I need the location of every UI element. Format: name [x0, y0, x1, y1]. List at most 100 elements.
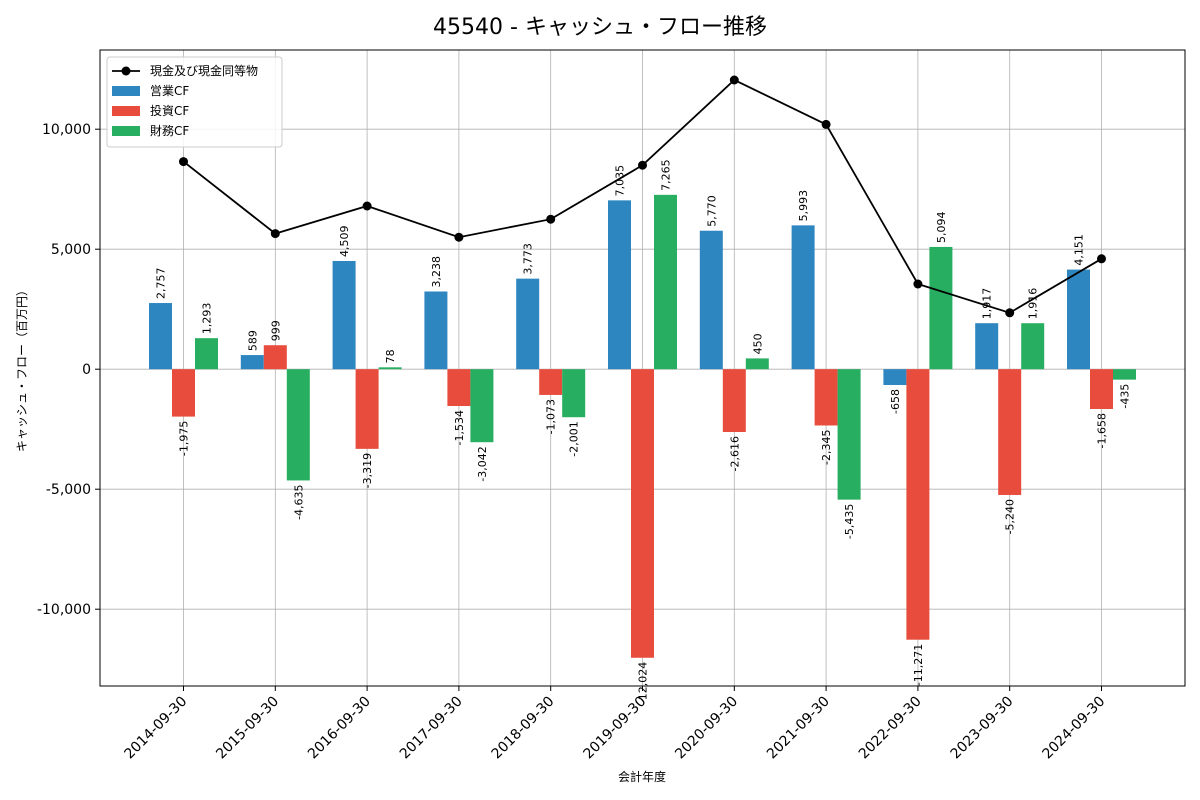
bar-value-label: 1,293	[201, 303, 214, 335]
bar	[608, 200, 631, 370]
bar	[699, 230, 723, 370]
legend-swatch	[112, 86, 140, 96]
bar-value-label: -1,975	[178, 421, 191, 456]
bar-value-label: 1,917	[981, 288, 994, 320]
x-tick-label: 2018-09-30	[489, 694, 558, 763]
bar	[837, 369, 861, 500]
bar	[929, 246, 953, 370]
bar	[562, 369, 586, 418]
x-tick-label: 2019-09-30	[580, 694, 649, 763]
cash-point	[729, 75, 739, 85]
bar	[631, 369, 654, 658]
cash-point	[270, 229, 280, 239]
y-tick-label: 5,000	[51, 242, 91, 258]
cash-point	[1005, 308, 1015, 318]
bar-value-label: 7,035	[614, 165, 627, 197]
x-tick-label: 2015-09-30	[213, 694, 282, 763]
bar-value-label: -5,435	[843, 504, 856, 539]
bar	[654, 194, 677, 370]
bar	[975, 323, 999, 370]
bar-value-label: 4,151	[1073, 234, 1086, 266]
bar-value-label: 5,094	[935, 211, 948, 243]
legend-marker	[121, 66, 131, 76]
bar-value-label: -1,534	[453, 410, 466, 445]
bar	[745, 358, 769, 370]
bar	[447, 369, 471, 407]
bar	[378, 367, 402, 370]
y-axis-label: キャッシュ・フロー（百万円）	[15, 284, 29, 452]
bar	[470, 369, 494, 443]
cash-point	[454, 232, 464, 242]
bar-value-label: 450	[751, 333, 764, 354]
legend-label: 投資CF	[150, 103, 189, 118]
x-tick-label: 2020-09-30	[672, 694, 741, 763]
bar	[355, 369, 379, 449]
bar-value-label: -12,024	[637, 662, 650, 704]
bar	[172, 369, 195, 417]
x-tick-label: 2017-09-30	[397, 694, 466, 763]
bar-value-label: -4,635	[292, 484, 305, 519]
cash-point	[1097, 254, 1106, 264]
y-tick-label: -10,000	[37, 602, 91, 618]
bar	[883, 369, 907, 385]
bar-value-label: -1,073	[545, 399, 558, 434]
legend-label: 現金及び現金同等物	[150, 63, 258, 78]
bar	[240, 355, 264, 370]
x-tick-label: 2024-09-30	[1039, 694, 1108, 763]
bar	[1067, 269, 1090, 370]
bar-value-label: 3,773	[522, 243, 535, 275]
bar-value-label: -5,240	[1004, 499, 1017, 534]
legend-label: 財務CF	[150, 123, 189, 138]
bar	[424, 291, 448, 370]
bar-value-label: 4,509	[338, 225, 351, 257]
bar-value-label: 1,916	[1027, 288, 1040, 320]
bar-value-label: -658	[889, 389, 902, 414]
legend-swatch	[112, 106, 140, 116]
bar	[791, 225, 815, 370]
bar-value-label: -3,319	[361, 453, 374, 488]
x-tick-label: 2016-09-30	[305, 694, 374, 763]
bar-value-label: -435	[1119, 384, 1132, 409]
cash-point	[821, 119, 831, 129]
y-axis: -10,000 -5,000 0 5,000 10,000	[37, 122, 100, 618]
bar	[286, 369, 310, 481]
x-tick-label: 2021-09-30	[764, 694, 833, 763]
bar	[1090, 369, 1113, 409]
bar-value-label: -11,271	[912, 644, 925, 686]
bar	[814, 369, 838, 426]
bar-value-label: 2,757	[155, 268, 168, 300]
cash-point	[179, 157, 188, 167]
bar	[149, 303, 172, 370]
y-tick-label: 0	[82, 362, 91, 378]
bar-value-label: 999	[269, 320, 282, 341]
chart-title: 45540 - キャッシュ・フロー推移	[433, 15, 767, 40]
bar	[1113, 369, 1136, 380]
cash-point	[546, 214, 556, 224]
bar	[1021, 323, 1045, 370]
bar	[906, 369, 930, 640]
bar-value-label: -1,658	[1096, 413, 1109, 448]
value-labels: 2,757 589 4,509 3,238 3,773 7,035 5,770 5,993 -6…	[155, 159, 1132, 704]
y-tick-label: 10,000	[42, 122, 91, 138]
bar	[722, 369, 746, 432]
bar	[263, 345, 287, 370]
bar	[195, 338, 218, 370]
bar-value-label: -2,616	[728, 436, 741, 471]
x-tick-label: 2023-09-30	[948, 694, 1017, 763]
bars	[149, 194, 1136, 658]
bar-value-label: 5,770	[705, 195, 718, 227]
cash-point	[638, 160, 647, 170]
bar-value-label: -3,042	[476, 446, 489, 481]
bar-value-label: 3,238	[430, 256, 443, 288]
bar-value-label: 5,993	[797, 190, 810, 222]
x-axis: 2014-09-30 2015-09-30 2016-09-30 2017-09-30…	[121, 686, 1108, 762]
cash-line	[179, 75, 1106, 318]
bar	[516, 278, 540, 370]
bar	[332, 260, 356, 370]
x-tick-label: 2014-09-30	[121, 694, 190, 763]
bar-value-label: 589	[246, 330, 259, 351]
legend-swatch	[112, 126, 140, 136]
bar	[539, 369, 563, 395]
